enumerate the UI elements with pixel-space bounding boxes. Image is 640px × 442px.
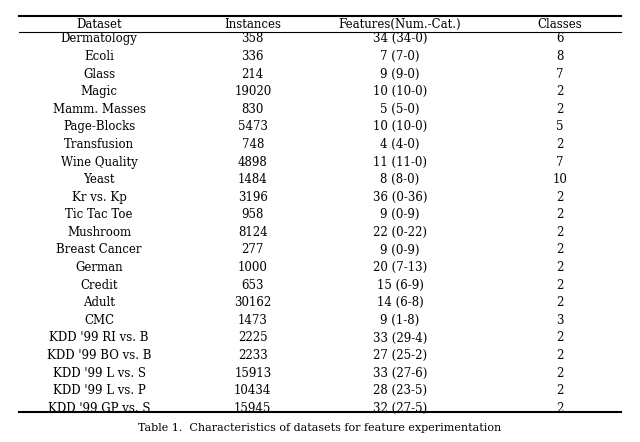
Text: 7: 7 bbox=[556, 156, 564, 168]
Text: 28 (23-5): 28 (23-5) bbox=[373, 384, 427, 397]
Text: 1000: 1000 bbox=[238, 261, 268, 274]
Text: KDD '99 L vs. P: KDD '99 L vs. P bbox=[53, 384, 145, 397]
Text: 27 (25-2): 27 (25-2) bbox=[373, 349, 427, 362]
Text: 5: 5 bbox=[556, 120, 564, 133]
Text: 10434: 10434 bbox=[234, 384, 271, 397]
Text: 2: 2 bbox=[556, 244, 564, 256]
Text: 7: 7 bbox=[556, 68, 564, 80]
Text: 3: 3 bbox=[556, 314, 564, 327]
Text: 8 (8-0): 8 (8-0) bbox=[380, 173, 420, 186]
Text: 336: 336 bbox=[241, 50, 264, 63]
Text: 10 (10-0): 10 (10-0) bbox=[373, 85, 427, 98]
Text: 9 (0-9): 9 (0-9) bbox=[380, 208, 420, 221]
Text: 33 (29-4): 33 (29-4) bbox=[373, 332, 427, 344]
Text: KDD '99 GP vs. S: KDD '99 GP vs. S bbox=[48, 402, 150, 415]
Text: KDD '99 L vs. S: KDD '99 L vs. S bbox=[52, 366, 146, 380]
Text: 22 (0-22): 22 (0-22) bbox=[373, 226, 427, 239]
Text: 5473: 5473 bbox=[238, 120, 268, 133]
Text: 36 (0-36): 36 (0-36) bbox=[372, 191, 428, 204]
Text: 10 (10-0): 10 (10-0) bbox=[373, 120, 427, 133]
Text: Wine Quality: Wine Quality bbox=[61, 156, 138, 168]
Text: 8124: 8124 bbox=[238, 226, 268, 239]
Text: 2: 2 bbox=[556, 85, 564, 98]
Text: 4 (4-0): 4 (4-0) bbox=[380, 138, 420, 151]
Text: 277: 277 bbox=[242, 244, 264, 256]
Text: Features(Num.-Cat.): Features(Num.-Cat.) bbox=[339, 18, 461, 31]
Text: 1473: 1473 bbox=[238, 314, 268, 327]
Text: Breast Cancer: Breast Cancer bbox=[56, 244, 142, 256]
Text: 6: 6 bbox=[556, 32, 564, 46]
Text: 14 (6-8): 14 (6-8) bbox=[376, 296, 424, 309]
Text: 653: 653 bbox=[241, 278, 264, 292]
Text: 9 (9-0): 9 (9-0) bbox=[380, 68, 420, 80]
Text: Table 1.  Characteristics of datasets for feature experimentation: Table 1. Characteristics of datasets for… bbox=[138, 423, 502, 433]
Text: 2: 2 bbox=[556, 278, 564, 292]
Text: 9 (1-8): 9 (1-8) bbox=[380, 314, 420, 327]
Text: Yeast: Yeast bbox=[83, 173, 115, 186]
Text: 2: 2 bbox=[556, 384, 564, 397]
Text: 9 (0-9): 9 (0-9) bbox=[380, 244, 420, 256]
Text: 358: 358 bbox=[242, 32, 264, 46]
Text: CMC: CMC bbox=[84, 314, 115, 327]
Text: 830: 830 bbox=[242, 103, 264, 116]
Text: 2: 2 bbox=[556, 296, 564, 309]
Text: 2: 2 bbox=[556, 191, 564, 204]
Text: 2: 2 bbox=[556, 103, 564, 116]
Text: 7 (7-0): 7 (7-0) bbox=[380, 50, 420, 63]
Text: 20 (7-13): 20 (7-13) bbox=[373, 261, 427, 274]
Text: Ecoli: Ecoli bbox=[84, 50, 114, 63]
Text: 5 (5-0): 5 (5-0) bbox=[380, 103, 420, 116]
Text: 2: 2 bbox=[556, 261, 564, 274]
Text: 3196: 3196 bbox=[238, 191, 268, 204]
Text: 8: 8 bbox=[556, 50, 564, 63]
Text: 30162: 30162 bbox=[234, 296, 271, 309]
Text: 2225: 2225 bbox=[238, 332, 268, 344]
Text: Classes: Classes bbox=[538, 18, 582, 31]
Text: KDD '99 BO vs. B: KDD '99 BO vs. B bbox=[47, 349, 152, 362]
Text: 2: 2 bbox=[556, 349, 564, 362]
Text: 34 (34-0): 34 (34-0) bbox=[372, 32, 428, 46]
Text: 32 (27-5): 32 (27-5) bbox=[373, 402, 427, 415]
Text: Mushroom: Mushroom bbox=[67, 226, 131, 239]
Text: 2: 2 bbox=[556, 366, 564, 380]
Text: 958: 958 bbox=[242, 208, 264, 221]
Text: Kr vs. Kp: Kr vs. Kp bbox=[72, 191, 127, 204]
Text: 2233: 2233 bbox=[238, 349, 268, 362]
Text: 2: 2 bbox=[556, 208, 564, 221]
Text: Instances: Instances bbox=[224, 18, 282, 31]
Text: Glass: Glass bbox=[83, 68, 115, 80]
Text: 15913: 15913 bbox=[234, 366, 271, 380]
Text: 19020: 19020 bbox=[234, 85, 271, 98]
Text: Magic: Magic bbox=[81, 85, 118, 98]
Text: 2: 2 bbox=[556, 332, 564, 344]
Text: 15 (6-9): 15 (6-9) bbox=[376, 278, 424, 292]
Text: 2: 2 bbox=[556, 402, 564, 415]
Text: 2: 2 bbox=[556, 138, 564, 151]
Text: Tic Tac Toe: Tic Tac Toe bbox=[65, 208, 133, 221]
Text: 214: 214 bbox=[242, 68, 264, 80]
Text: 10: 10 bbox=[552, 173, 568, 186]
Text: 33 (27-6): 33 (27-6) bbox=[373, 366, 427, 380]
Text: Dataset: Dataset bbox=[76, 18, 122, 31]
Text: German: German bbox=[76, 261, 123, 274]
Text: 1484: 1484 bbox=[238, 173, 268, 186]
Text: Transfusion: Transfusion bbox=[64, 138, 134, 151]
Text: 15945: 15945 bbox=[234, 402, 271, 415]
Text: Dermatology: Dermatology bbox=[61, 32, 138, 46]
Text: 748: 748 bbox=[242, 138, 264, 151]
Text: 11 (11-0): 11 (11-0) bbox=[373, 156, 427, 168]
Text: Page-Blocks: Page-Blocks bbox=[63, 120, 135, 133]
Text: 4898: 4898 bbox=[238, 156, 268, 168]
Text: Adult: Adult bbox=[83, 296, 115, 309]
Text: KDD '99 RI vs. B: KDD '99 RI vs. B bbox=[49, 332, 149, 344]
Text: 2: 2 bbox=[556, 226, 564, 239]
Text: Mamm. Masses: Mamm. Masses bbox=[52, 103, 146, 116]
Text: Credit: Credit bbox=[81, 278, 118, 292]
